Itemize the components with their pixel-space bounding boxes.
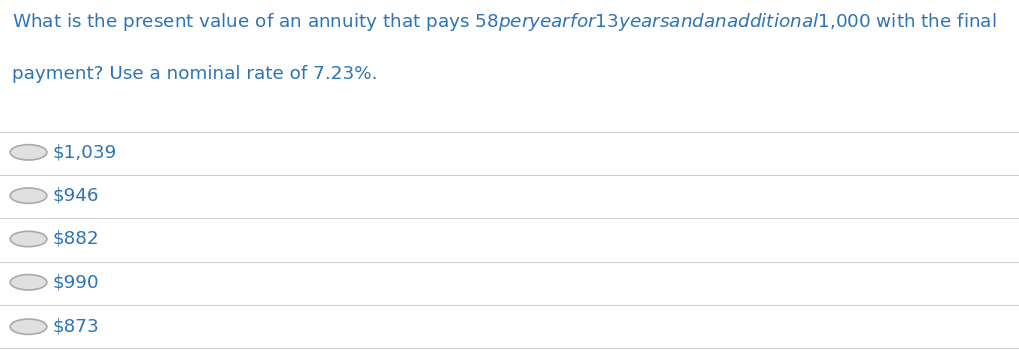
Ellipse shape <box>10 231 47 247</box>
Text: $990: $990 <box>53 273 100 291</box>
Text: What is the present value of an annuity that pays $58 per year for 13 years and : What is the present value of an annuity … <box>12 11 997 33</box>
Text: $873: $873 <box>53 318 100 336</box>
Ellipse shape <box>10 275 47 290</box>
Ellipse shape <box>10 188 47 203</box>
Text: $946: $946 <box>53 187 100 205</box>
Ellipse shape <box>10 319 47 334</box>
Ellipse shape <box>10 145 47 160</box>
Text: $1,039: $1,039 <box>53 143 117 161</box>
Text: $882: $882 <box>53 230 100 248</box>
Text: payment? Use a nominal rate of 7.23%.: payment? Use a nominal rate of 7.23%. <box>12 65 378 83</box>
